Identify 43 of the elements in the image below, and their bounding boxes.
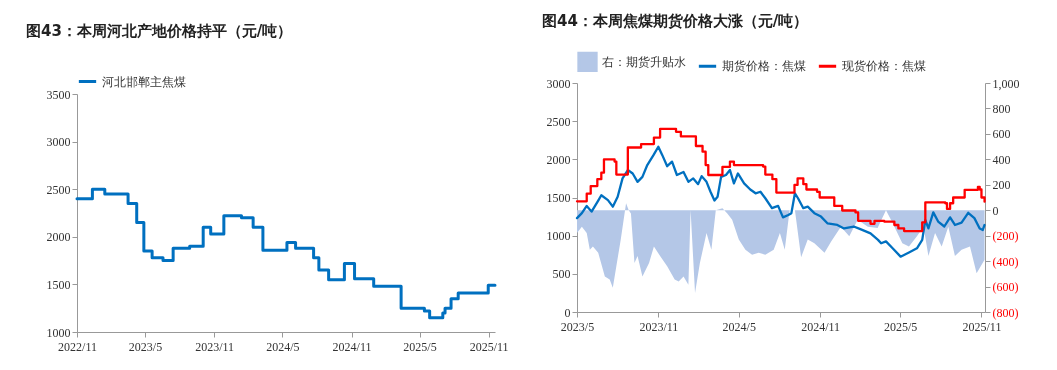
y-tick-label: 1000 xyxy=(546,229,571,244)
y2-tick-label: 800 xyxy=(992,101,1011,116)
y2-tick-label: 400 xyxy=(992,152,1011,167)
y-tick-label: 2500 xyxy=(546,114,571,129)
y-tick-label: 3000 xyxy=(46,135,71,150)
y-tick-label: 1500 xyxy=(546,191,571,205)
x-tick-label: 2025/11 xyxy=(962,319,1002,334)
y-tick-label: 500 xyxy=(552,267,571,282)
x-tick-label: 2025/5 xyxy=(403,339,437,354)
y-tick-label: 3500 xyxy=(46,87,71,102)
x-tick-label: 2025/5 xyxy=(883,319,918,334)
y2-tick-label: (800) xyxy=(992,305,1019,320)
y2-tick-label: 600 xyxy=(992,127,1011,142)
x-tick-label: 2023/11 xyxy=(639,319,679,334)
x-tick-label: 2024/11 xyxy=(332,339,372,354)
y-tick-label: 2000 xyxy=(546,152,571,167)
chart-title: 图44：本周焦煤期货价格大涨（元/吨） xyxy=(542,12,809,30)
y-tick-label: 2000 xyxy=(46,230,71,245)
y-tick-label: 1500 xyxy=(46,277,71,292)
x-tick-label: 2024/5 xyxy=(266,339,300,354)
x-tick-label: 2024/11 xyxy=(801,319,841,334)
legend-label: 期货价格：焦煤 xyxy=(722,59,806,74)
y-tick-label: 2500 xyxy=(46,182,71,197)
y2-tick-label: (400) xyxy=(992,254,1019,269)
legend-label: 现货价格：焦煤 xyxy=(842,59,926,74)
y2-tick-label: 1,000 xyxy=(992,76,1020,91)
x-tick-label: 2023/5 xyxy=(560,319,595,334)
y2-tick-label: (600) xyxy=(992,280,1019,295)
x-tick-label: 2023/11 xyxy=(195,339,235,354)
y-tick-label: 3000 xyxy=(546,76,571,91)
y2-tick-label: 0 xyxy=(992,203,999,218)
y2-tick-label: (200) xyxy=(992,229,1019,244)
chart-title: 图43：本周河北产地价格持平（元/吨） xyxy=(26,22,293,40)
y-tick-label: 0 xyxy=(564,305,571,320)
x-tick-label: 2023/5 xyxy=(128,339,163,354)
y-tick-label: 1000 xyxy=(46,325,71,340)
x-tick-label: 2024/5 xyxy=(722,319,756,334)
line-series xyxy=(575,145,986,258)
x-tick-label: 2022/11 xyxy=(58,339,97,354)
y2-tick-label: 200 xyxy=(992,178,1011,193)
legend-label: 河北邯郸主焦煤 xyxy=(102,74,186,89)
legend-label: 右：期货升贴水 xyxy=(602,54,686,69)
x-tick-label: 2025/11 xyxy=(469,339,509,354)
